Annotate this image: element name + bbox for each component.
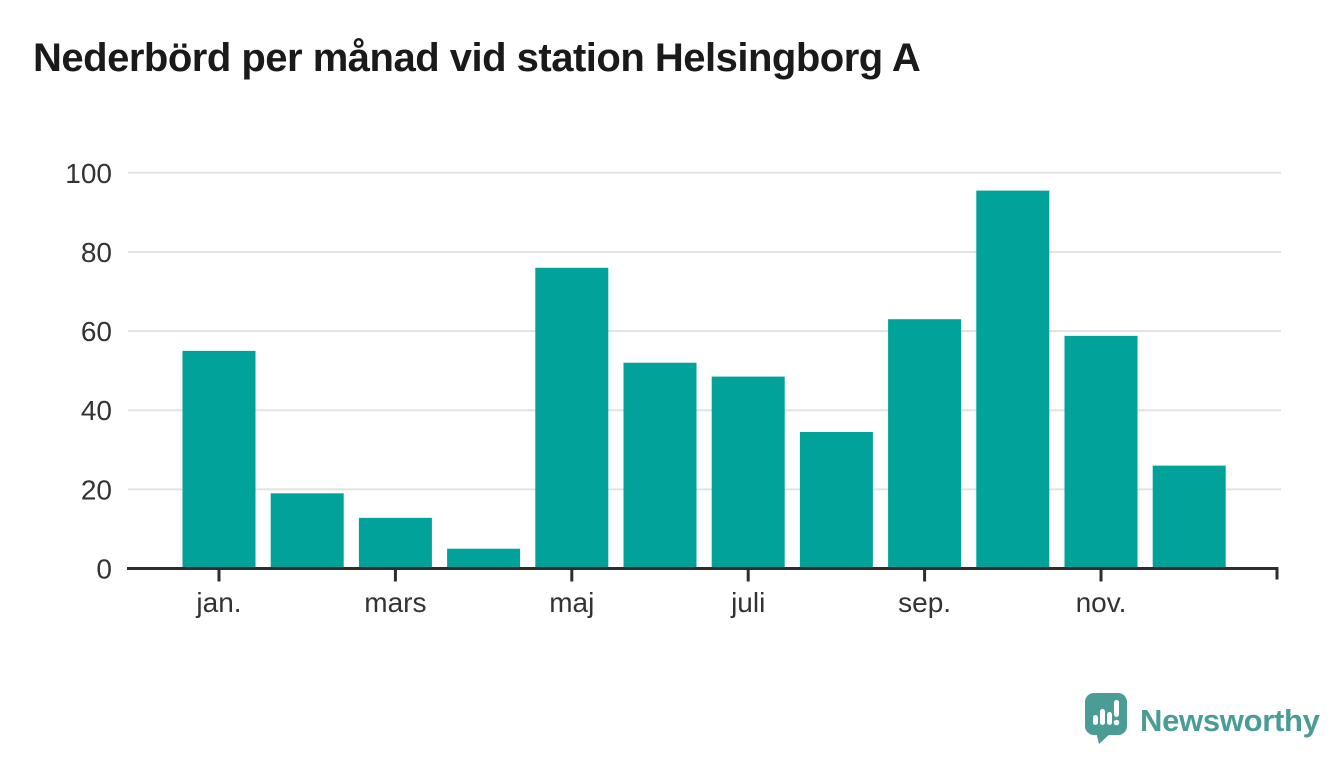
newsworthy-logo-text: Newsworthy	[1140, 702, 1320, 738]
x-tick-label: juli	[730, 587, 765, 618]
y-tick-label: 100	[65, 158, 112, 189]
bar	[1152, 465, 1226, 569]
x-tick-label: nov.	[1076, 587, 1127, 618]
bar	[976, 190, 1050, 569]
x-tick-label: sep.	[898, 587, 951, 618]
bar	[1064, 335, 1138, 569]
y-tick-label: 60	[81, 316, 112, 347]
y-tick-label: 20	[81, 474, 112, 505]
y-tick-label: 80	[81, 237, 112, 268]
bar	[623, 362, 697, 569]
bar	[270, 493, 344, 569]
x-tick-label: mars	[364, 587, 426, 618]
bar	[447, 548, 521, 569]
x-tick-label: maj	[549, 587, 594, 618]
chart-title: Nederbörd per månad vid station Helsingb…	[33, 36, 921, 80]
bar	[535, 267, 609, 569]
x-axis-line	[127, 567, 1279, 580]
bar	[182, 350, 256, 569]
x-tick-label: jan.	[195, 587, 241, 618]
y-tick-label: 0	[96, 554, 112, 585]
bar	[711, 376, 785, 569]
newsworthy-logo: Newsworthy	[1084, 692, 1320, 749]
bar	[888, 319, 962, 569]
newsworthy-speech-bubble-bar-chart-icon	[1084, 692, 1130, 749]
bar	[358, 517, 432, 569]
y-tick-label: 40	[81, 395, 112, 426]
bar	[799, 431, 873, 569]
